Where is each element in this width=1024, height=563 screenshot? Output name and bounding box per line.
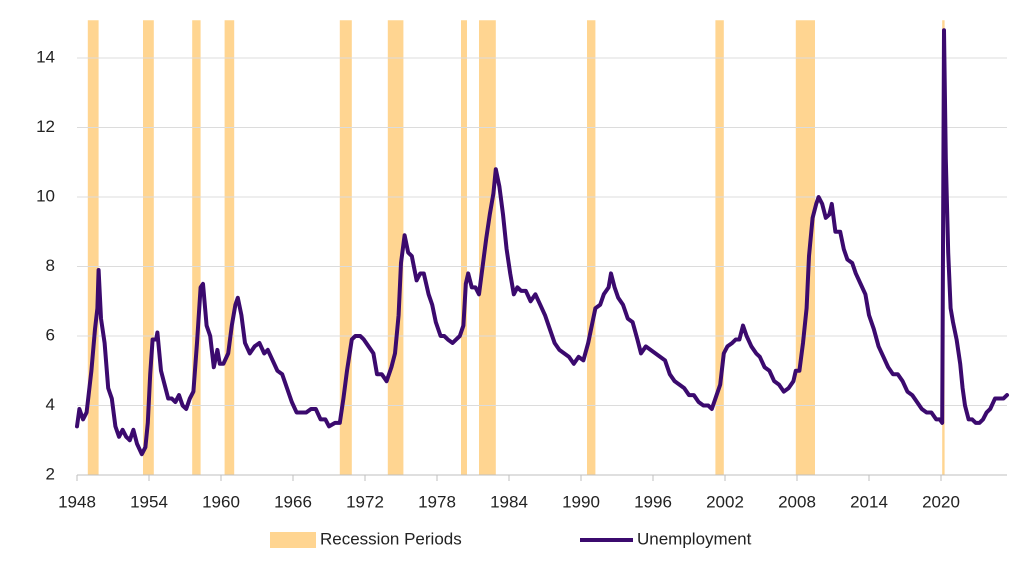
x-tick-label: 2008 <box>778 492 816 511</box>
recession-band <box>587 20 596 475</box>
line <box>75 28 1009 457</box>
x-tick-label: 1996 <box>634 492 672 511</box>
x-tick-label: 1954 <box>130 492 168 511</box>
x-tick-label: 1990 <box>562 492 600 511</box>
recession-band <box>224 20 235 475</box>
recession-band <box>143 20 154 475</box>
x-tick-label: 1972 <box>346 492 384 511</box>
y-tick-label: 4 <box>46 395 55 414</box>
y-tick-label: 2 <box>46 464 55 483</box>
recession-band <box>795 20 815 475</box>
y-tick-label: 14 <box>36 47 55 66</box>
y-tick-label: 12 <box>36 117 55 136</box>
x-tick-label: 2002 <box>706 492 744 511</box>
y-tick-label: 10 <box>36 186 55 205</box>
x-tick-label: 2014 <box>850 492 888 511</box>
recession-band <box>87 20 99 475</box>
plot <box>75 28 1009 457</box>
recession-band <box>461 20 467 475</box>
y-tick-label: 6 <box>46 325 55 344</box>
legend-swatch <box>270 532 316 548</box>
y-tick-label: 8 <box>46 256 55 275</box>
legend-label: Unemployment <box>637 529 752 548</box>
recession-bands <box>87 20 945 475</box>
recession-band <box>479 20 496 475</box>
recession-band <box>192 20 201 475</box>
legend: Recession Periods Unemployment <box>270 529 752 548</box>
legend-label: Recession Periods <box>320 529 462 548</box>
x-tick-label: 1960 <box>202 492 240 511</box>
x-tick-label: 1978 <box>418 492 456 511</box>
x-tick-label: 1966 <box>274 492 312 511</box>
recession-band <box>715 20 724 475</box>
x-tick-label: 1948 <box>58 492 96 511</box>
grid: 2 4 6 8 10 12 14 1948 1954 1960 1966 1972 1978 1984 19… <box>36 47 1007 511</box>
x-tick-label: 1984 <box>490 492 528 511</box>
x-tick-label: 2020 <box>922 492 960 511</box>
